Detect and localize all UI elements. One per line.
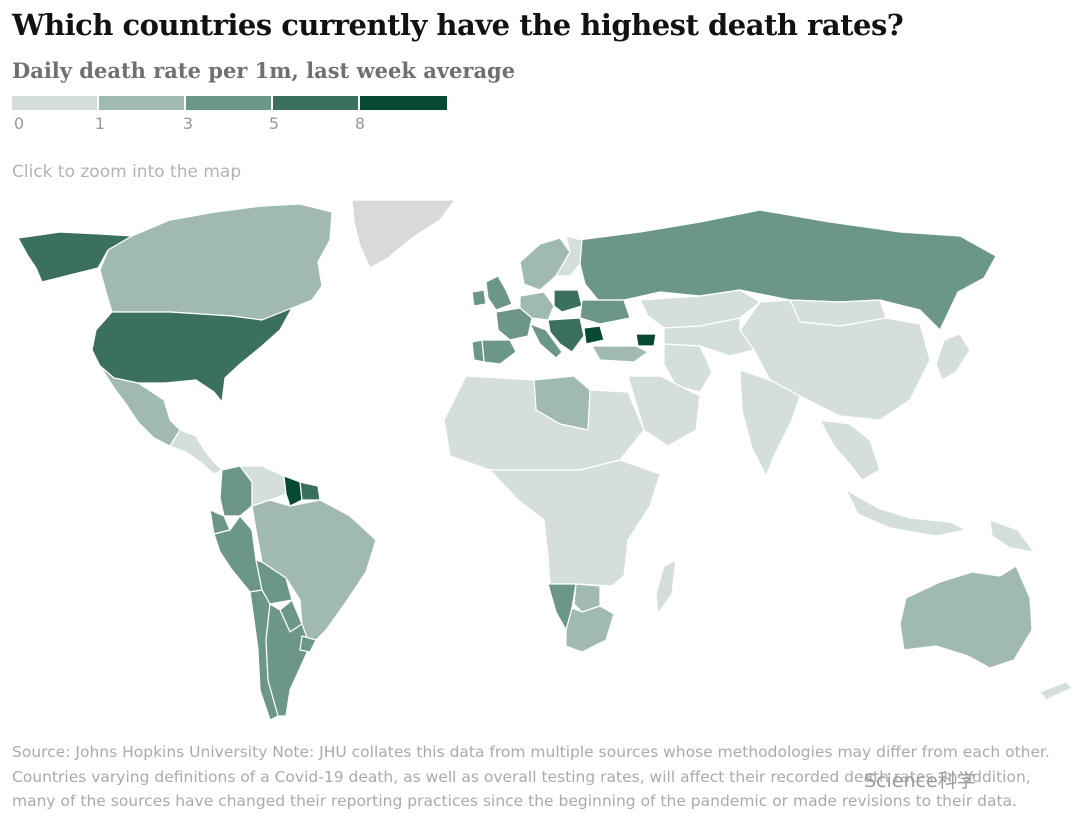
region-india[interactable] — [739, 369, 801, 477]
region-ukraine[interactable] — [579, 299, 631, 325]
world-map[interactable] — [0, 195, 1080, 735]
region-central-america[interactable] — [169, 429, 223, 475]
region-suriname[interactable] — [299, 481, 321, 501]
region-south-africa[interactable] — [565, 605, 615, 653]
legend-tick-2: 3 — [182, 114, 194, 133]
region-bulgaria[interactable] — [583, 325, 605, 345]
region-japan[interactable] — [935, 333, 971, 381]
legend-swatch-0 — [12, 96, 97, 110]
region-central-asia[interactable] — [663, 317, 755, 357]
region-indonesia[interactable] — [845, 489, 967, 537]
page-title: Which countries currently have the highe… — [12, 8, 904, 42]
region-uruguay[interactable] — [299, 635, 317, 653]
region-balkans[interactable] — [547, 317, 585, 353]
region-poland[interactable] — [553, 289, 583, 313]
region-italy[interactable] — [529, 323, 563, 359]
region-united-kingdom[interactable] — [485, 275, 513, 311]
region-finland[interactable] — [555, 235, 583, 277]
region-china[interactable] — [739, 299, 931, 421]
legend-swatch-4 — [360, 96, 447, 110]
region-guyana[interactable] — [283, 475, 303, 507]
region-alaska[interactable] — [17, 231, 133, 283]
region-central-africa[interactable] — [489, 459, 661, 587]
region-portugal[interactable] — [471, 339, 485, 363]
region-north-africa[interactable] — [443, 375, 645, 471]
region-new-zealand[interactable] — [1039, 681, 1073, 701]
legend-swatch-2 — [186, 96, 271, 110]
legend-swatch-1 — [99, 96, 184, 110]
color-legend: 0 1 3 5 8 — [12, 96, 452, 136]
page-subtitle: Daily death rate per 1m, last week avera… — [12, 58, 516, 83]
region-kazakhstan[interactable] — [639, 289, 761, 329]
legend-tick-1: 1 — [94, 114, 106, 133]
region-venezuela[interactable] — [239, 465, 287, 507]
legend-tick-4: 8 — [354, 114, 366, 133]
watermark: Science科学 — [864, 770, 976, 792]
legend-tick-3: 5 — [268, 114, 280, 133]
region-papua-new-guinea[interactable] — [989, 519, 1035, 553]
region-madagascar[interactable] — [655, 559, 677, 615]
region-turkey[interactable] — [591, 345, 649, 363]
region-southeast-asia[interactable] — [819, 419, 881, 481]
region-greenland[interactable] — [351, 199, 456, 269]
source-note: Source: Johns Hopkins University Note: J… — [12, 743, 1050, 810]
region-spain[interactable] — [481, 339, 517, 365]
region-canada[interactable] — [99, 203, 333, 321]
region-australia[interactable] — [899, 565, 1033, 669]
world-map-svg[interactable] — [0, 195, 1080, 735]
legend-tick-0: 0 — [13, 114, 25, 133]
region-georgia[interactable] — [635, 333, 657, 347]
legend-swatch-3 — [273, 96, 358, 110]
region-ireland[interactable] — [471, 289, 487, 307]
region-argentina[interactable] — [265, 603, 311, 717]
zoom-hint: Click to zoom into the map — [12, 162, 242, 182]
